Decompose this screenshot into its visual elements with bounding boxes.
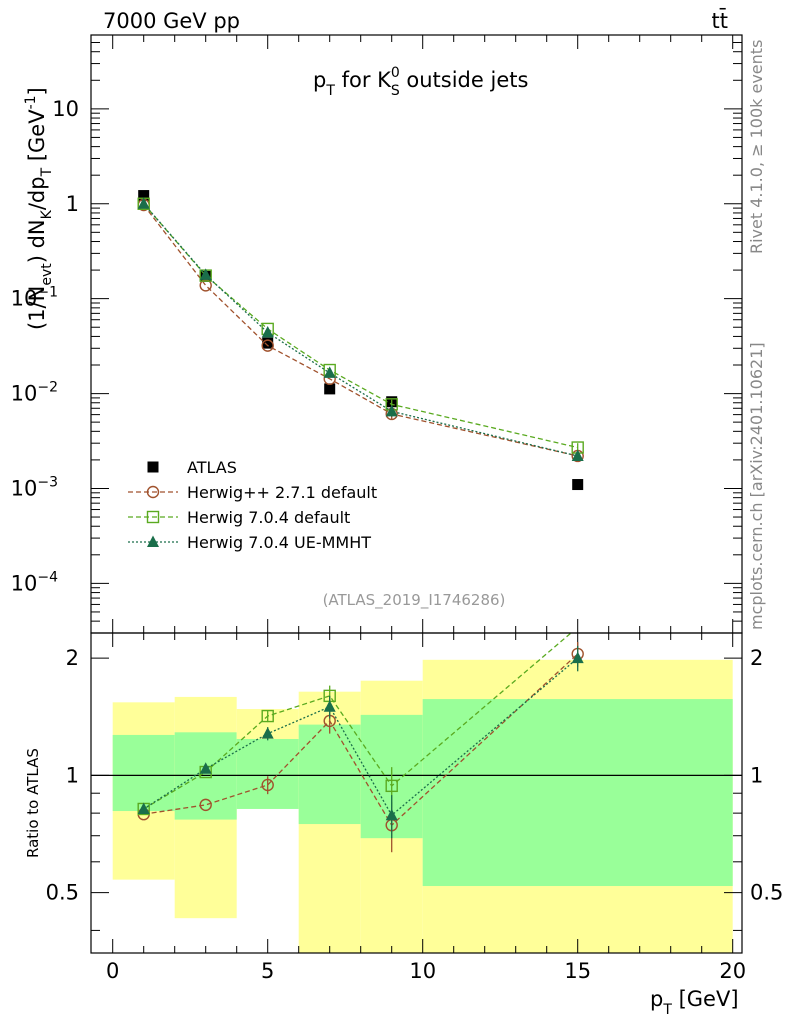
main-atlas-point (324, 383, 336, 395)
ratio-y-tick-label-left: 1 (66, 763, 79, 787)
svg-text:(1/Nevt) dNK/dpT [GeV-1]: (1/Nevt) dNK/dpT [GeV-1] (23, 87, 55, 330)
ratio-herwig-2-7-1-default-point (261, 778, 274, 792)
title-rest: outside jets (400, 68, 529, 92)
legend-marker-3 (147, 535, 159, 547)
ratio-series-group (137, 633, 584, 853)
main-herwig-7-0-4-ue-mmht-point (261, 325, 274, 338)
legend-marker-0 (147, 461, 159, 473)
ratio-y-tick-label-right: 0.5 (750, 881, 783, 905)
band-stat-2 (236, 738, 299, 809)
ratio-herwig-7-0-4-ue-mmht-line (143, 657, 579, 817)
ratio-y-tick-label-left: 2 (66, 646, 79, 670)
plot-title: pT for K0 S outside jets (313, 65, 528, 99)
ratio-herwig-7-0-4-ue-mmht-point (261, 727, 274, 739)
ratio-herwig-2-7-1-default-point (199, 798, 212, 812)
ratio-herwig-7-0-4-default-line (143, 633, 572, 810)
legend-marker-2 (146, 510, 160, 524)
legend-label-1: Herwig++ 2.7.1 default (187, 483, 377, 502)
ratio-y-tick-label-left: 0.5 (46, 881, 79, 905)
ratio-herwig-7-0-4-ue-mmht-point (323, 700, 336, 712)
ratio-plot-frame (90, 632, 743, 954)
ratio-uncertainty-bands (112, 659, 733, 953)
main-herwig-2-7-1-default-point (261, 339, 274, 352)
main-y-tick-label: 10 (52, 97, 79, 121)
main-herwig-7-0-4-ue-mmht-line (143, 203, 578, 457)
ratio-herwig-7-0-4-ue-mmht-point (199, 762, 212, 774)
legend-label-0: ATLAS (187, 458, 237, 477)
main-y-tick-label: 1 (66, 192, 79, 216)
ratio-y-tick-label-right: 1 (750, 763, 763, 787)
main-y-tick-label: 10−4 (11, 569, 58, 595)
main-y-axis-label: (1/Nevt) dNK/dpT [GeV-1] (23, 87, 55, 330)
process-label: tt̄ (712, 8, 728, 33)
main-herwig-7-0-4-ue-mmht-point (199, 268, 212, 280)
ratio-y-tick-label-right: 2 (750, 646, 763, 670)
ratio-herwig-2-7-1-default-line (143, 653, 579, 827)
x-axis-label: pT [GeV] (650, 987, 739, 1018)
ratio-x-tick-label: 10 (409, 959, 436, 983)
rivet-version-label: Rivet 4.1.0, ≥ 100k events (747, 40, 766, 254)
main-atlas-point (138, 190, 150, 202)
analysis-label: (ATLAS_2019_I1746286) (323, 591, 506, 610)
band-stat-3 (298, 724, 361, 825)
band-stat-0 (112, 734, 175, 812)
main-series-group (137, 190, 584, 491)
main-axis-ticks: 10 1 10−1 10−2 10−3 10−4 (11, 34, 742, 634)
ratio-axis-ticks: 0 5 10 15 20 2 2 1 1 0.5 0.5 (46, 633, 783, 983)
ratio-herwig-7-0-4-ue-mmht-point (385, 808, 398, 821)
ratio-herwig-7-0-4-ue-mmht-point (137, 802, 150, 814)
main-herwig-7-0-4-ue-mmht-point (137, 197, 150, 209)
main-herwig-7-0-4-ue-mmht-point (385, 404, 398, 417)
legend-label-3: Herwig 7.0.4 UE-MMHT (187, 533, 371, 552)
ratio-x-tick-label: 5 (261, 959, 274, 983)
ratio-herwig-7-0-4-default-point (261, 709, 274, 723)
ratio-herwig-7-0-4-ue-mmht-point (571, 651, 584, 664)
main-y-tick-label: 10−1 (11, 285, 58, 311)
ratio-x-tick-label: 0 (106, 959, 119, 983)
title-sub-t: T (325, 83, 335, 99)
ratio-x-tick-label: 20 (719, 959, 746, 983)
main-herwig-2-7-1-default-line (143, 204, 578, 457)
energy-label: 7000 GeV pp (103, 9, 240, 33)
title-sup-0: 0 (391, 65, 400, 81)
ratio-x-tick-label: 15 (564, 959, 591, 983)
main-y-tick-label: 10−2 (11, 380, 58, 406)
band-stat-5 (422, 699, 733, 887)
main-herwig-7-0-4-ue-mmht-point (323, 366, 336, 378)
legend: ATLAS Herwig++ 2.7.1 default Herwig 7.0.4 … (128, 458, 377, 552)
ratio-herwig-7-0-4-default-point (385, 779, 398, 793)
main-herwig-7-0-4-ue-mmht-point (571, 449, 584, 461)
ratio-y-axis-label: Ratio to ATLAS (24, 748, 42, 858)
title-p: p (313, 68, 326, 92)
main-atlas-point (572, 479, 584, 491)
title-sub-s: S (391, 83, 400, 99)
title-mid: for K (335, 68, 392, 92)
main-y-tick-label: 10−3 (11, 474, 58, 500)
legend-marker-1 (146, 485, 160, 499)
main-herwig-7-0-4-default-line (143, 203, 578, 449)
mcplots-label: mcplots.cern.ch [arXiv:2401.10621] (747, 342, 766, 630)
main-atlas-point (262, 337, 274, 349)
legend-label-2: Herwig 7.0.4 default (187, 508, 350, 527)
